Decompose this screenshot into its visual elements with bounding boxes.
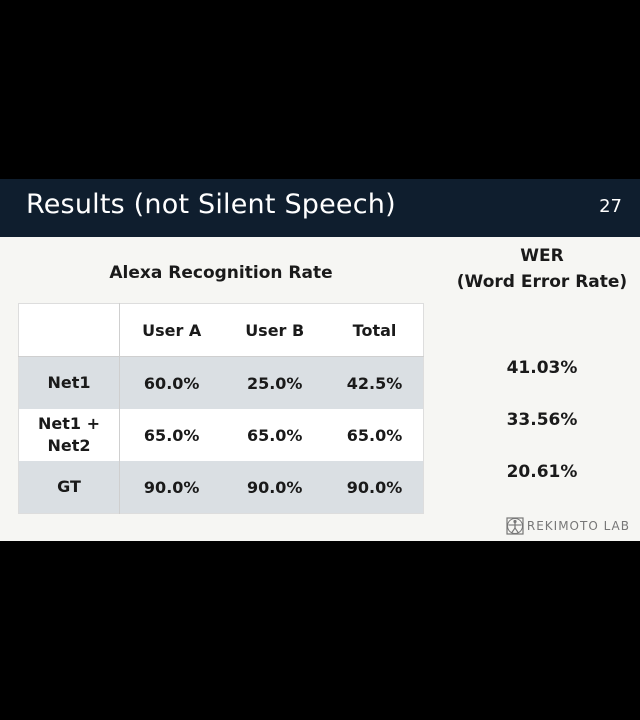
wer-heading-full: (Word Error Rate): [456, 272, 628, 292]
wer-heading-abbrev: WER: [520, 246, 564, 266]
cell-total: 90.0%: [326, 461, 424, 514]
table-heading: Alexa Recognition Rate: [109, 263, 333, 283]
slide: Results (not Silent Speech) 27 Alexa Rec…: [0, 179, 640, 541]
cell-user-a: 90.0%: [119, 461, 224, 514]
row-label: Net1 + Net2: [18, 409, 120, 461]
title-bar: Results (not Silent Speech) 27: [0, 179, 640, 237]
header-user-b: User B: [223, 303, 327, 357]
lab-logo: REKIMOTO LAB: [506, 517, 630, 535]
vitruvian-man-icon: [506, 517, 524, 535]
cell-user-b: 65.0%: [246, 425, 303, 445]
header-total: Total: [326, 303, 424, 357]
wer-value-gt: 20.61%: [506, 462, 578, 482]
table-row-net1-net2: Net1 + Net2 65.0% 65.0% 65.0%: [18, 409, 424, 461]
row-label-line1: Net1 +: [38, 414, 100, 433]
cell-user-a: 60.0%: [119, 356, 224, 409]
lab-logo-text: REKIMOTO LAB: [526, 519, 630, 533]
row-label-line2: Net2: [47, 436, 91, 455]
wer-value-net1: 41.03%: [506, 358, 578, 378]
cell-total: 42.5%: [326, 356, 424, 409]
table-row-gt: GT 90.0% 90.0% 90.0%: [18, 461, 424, 514]
cell-total: 65.0%: [346, 425, 403, 445]
page-number: 27: [599, 196, 622, 217]
row-label: Net1: [18, 356, 120, 409]
row-label: GT: [18, 461, 120, 514]
cell-user-b: 90.0%: [223, 461, 327, 514]
header-user-a: User A: [119, 303, 224, 357]
wer-value-net1-net2: 33.56%: [506, 410, 578, 430]
header-corner-cell: [18, 303, 120, 357]
table-header-row: User A User B Total: [18, 303, 424, 357]
wer-heading: WER (Word Error Rate): [452, 243, 632, 295]
cell-user-a: 65.0%: [143, 425, 200, 445]
cell-user-b: 25.0%: [223, 356, 327, 409]
table-row-net1: Net1 60.0% 25.0% 42.5%: [18, 356, 424, 409]
recognition-rate-table: User A User B Total Net1 60.0% 25.0% 42.…: [18, 303, 424, 514]
slide-title: Results (not Silent Speech): [26, 189, 396, 220]
